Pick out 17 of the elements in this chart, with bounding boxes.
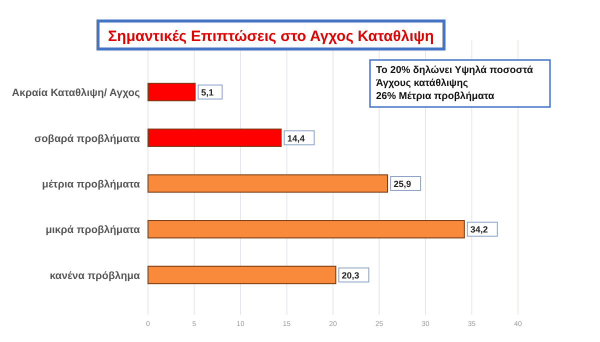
y-tick-label: κανένα πρόβλημα bbox=[50, 270, 141, 282]
y-tick-label: σοβαρά προβλήματα bbox=[34, 132, 141, 145]
y-tick-label: μικρά προβλήματα bbox=[46, 224, 141, 236]
y-tick-label: Ακραία Καταθλιψη/ Αγχος bbox=[12, 87, 141, 100]
y-tick-label: μέτρια προβλήματα bbox=[42, 178, 141, 190]
bar bbox=[148, 266, 336, 284]
bar bbox=[148, 220, 465, 238]
data-label: 34,2 bbox=[470, 224, 488, 235]
chart-title: Σημαντικές Επιπτώσεις στο Αγχος Καταθλιψη bbox=[108, 28, 434, 45]
bar bbox=[148, 174, 388, 193]
bar bbox=[148, 128, 282, 147]
data-label: 25,9 bbox=[394, 179, 412, 189]
bar bbox=[148, 82, 196, 102]
data-label: 5,1 bbox=[201, 88, 214, 98]
annotation: Το 20% δηλώνει Υψηλά ποσοστά Άγχους κατάθλιψης 26% Μέτρια προβλήματα bbox=[376, 65, 534, 102]
data-label: 20,3 bbox=[342, 270, 360, 280]
data-label: 14,4 bbox=[287, 133, 305, 144]
